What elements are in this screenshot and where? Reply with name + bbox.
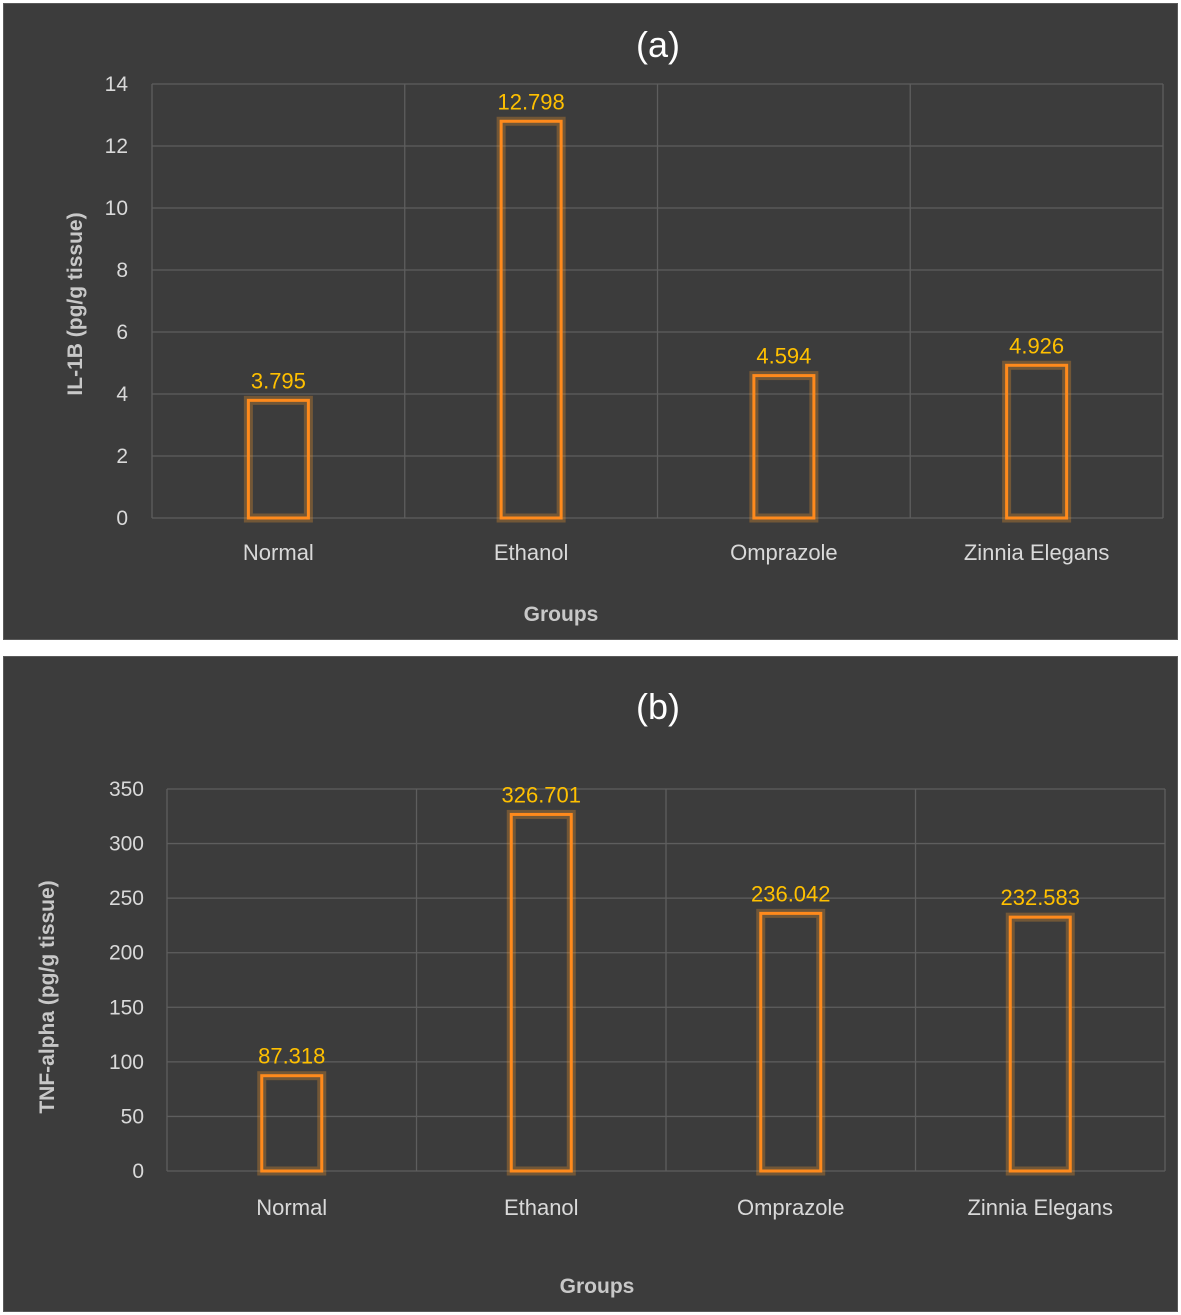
gridlines-a: [151, 83, 1164, 519]
bar-normal: [260, 1074, 324, 1173]
y-tick-label: 10: [105, 197, 128, 220]
bar-glow: [756, 908, 826, 1176]
x-category-label: Omprazole: [737, 1195, 845, 1220]
y-axis-title-a: IL-1B (pg/g tissue): [64, 212, 87, 395]
y-tick-label: 0: [116, 507, 128, 530]
bars-a: [243, 116, 1072, 523]
y-tick-label: 4: [116, 383, 128, 406]
y-tick-label: 14: [105, 73, 129, 96]
bar-ethanol: [499, 119, 563, 520]
y-tick-label: 12: [105, 135, 128, 158]
data-label: 326.701: [501, 782, 581, 807]
y-tick-label: 300: [109, 833, 144, 856]
y-tick-label: 350: [109, 778, 144, 801]
y-tick-label: 2: [116, 445, 128, 468]
bar-glow: [1005, 912, 1075, 1176]
bar-omprazole: [759, 911, 823, 1173]
bar-ethanol: [509, 812, 573, 1173]
chart-panel-a: (a) IL-1B (pg/g tissue) Groups 0 2 4 6 8 10 12…: [3, 3, 1178, 640]
y-tick-label: 200: [109, 942, 144, 965]
x-category-label: Zinnia Elegans: [967, 1195, 1113, 1220]
bar-glow: [1002, 360, 1072, 523]
bar-glow: [749, 371, 819, 523]
data-label: 3.795: [251, 368, 306, 393]
bar-glow: [506, 809, 576, 1176]
chart-a-svg: (a) IL-1B (pg/g tissue) Groups 0 2 4 6 8 10 12…: [64, 24, 1164, 626]
x-category-label: Omprazole: [730, 540, 838, 565]
bar-omprazole: [752, 374, 816, 520]
x-category-label: Normal: [256, 1195, 327, 1220]
data-label: 4.594: [756, 344, 811, 369]
bar-zinnia-elegans: [1005, 363, 1069, 520]
y-tick-label: 0: [132, 1160, 144, 1183]
x-category-label: Ethanol: [504, 1195, 579, 1220]
y-axis-title-b: TNF-alpha (pg/g tissue): [36, 880, 59, 1113]
bar-zinnia-elegans: [1008, 915, 1072, 1173]
bars-b: [257, 809, 1075, 1176]
data-label: 232.583: [1000, 885, 1080, 910]
data-label: 87.318: [258, 1044, 325, 1069]
data-label: 12.798: [497, 89, 564, 114]
x-axis-title-b: Groups: [560, 1275, 635, 1298]
y-tick-label: 8: [116, 259, 128, 282]
x-category-label: Zinnia Elegans: [964, 540, 1110, 565]
x-axis-title-a: Groups: [524, 603, 599, 626]
bar-normal: [246, 398, 310, 520]
bar-glow: [243, 395, 313, 523]
panel-label-b: (b): [636, 686, 680, 727]
x-category-label: Normal: [243, 540, 314, 565]
y-tick-label: 6: [116, 321, 128, 344]
y-tick-label: 250: [109, 887, 144, 910]
data-label: 4.926: [1009, 333, 1064, 358]
gridlines-b: [166, 788, 1166, 1172]
chart-b-svg: (b) TNF-alpha (pg/g tissue) Groups 0 50 10…: [36, 686, 1166, 1298]
chart-panel-b: (b) TNF-alpha (pg/g tissue) Groups 0 50 10…: [3, 656, 1178, 1312]
x-category-label: Ethanol: [494, 540, 569, 565]
bar-glow: [257, 1071, 327, 1176]
bar-glow: [496, 116, 566, 523]
y-tick-label: 50: [121, 1105, 144, 1128]
y-tick-label: 150: [109, 996, 144, 1019]
panel-label-a: (a): [636, 24, 680, 65]
data-label: 236.042: [751, 881, 831, 906]
y-tick-label: 100: [109, 1051, 144, 1074]
